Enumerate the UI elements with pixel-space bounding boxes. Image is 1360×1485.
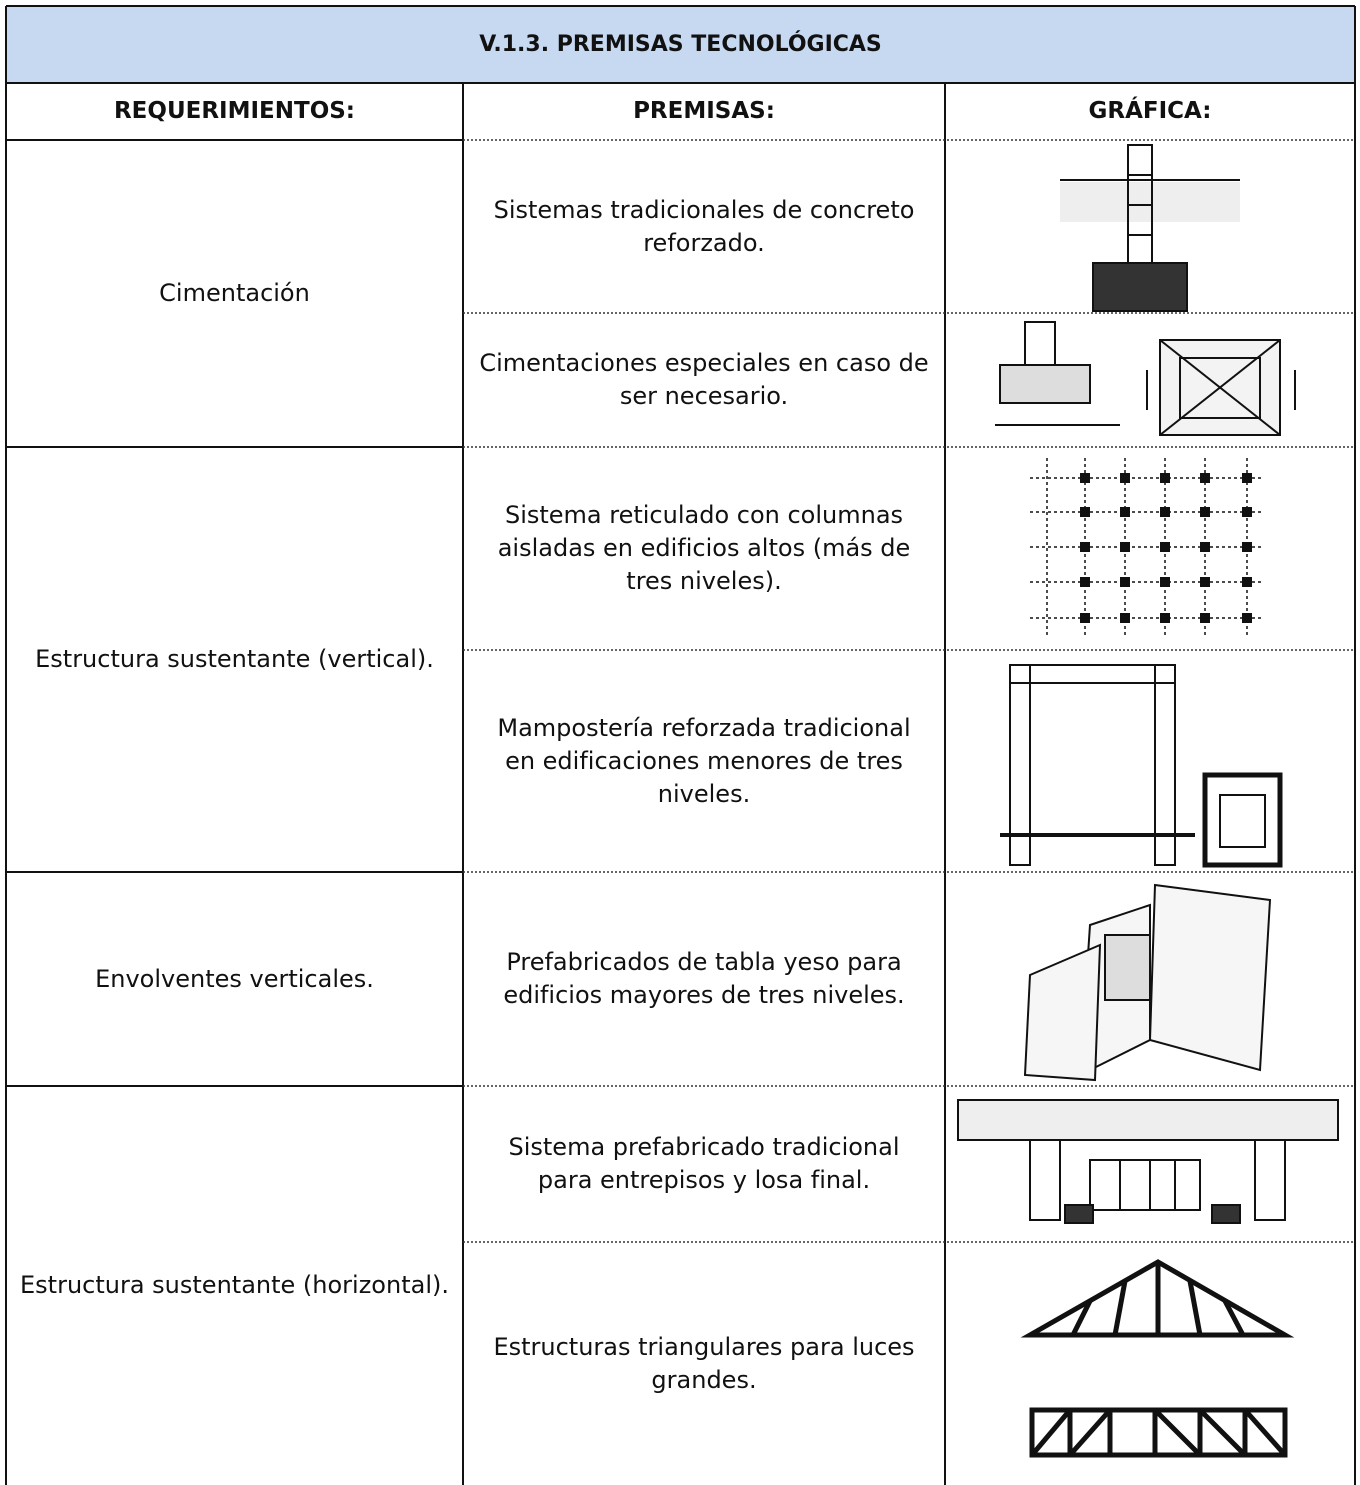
requirement: Estructura sustentante (vertical).: [35, 645, 434, 673]
premise: Prefabricados de tabla yeso para edifici…: [503, 948, 905, 1009]
column-header: REQUERIMIENTOS:: [113, 98, 356, 124]
sketch-grid: [1030, 458, 1262, 635]
sketch-masonry: [1000, 664, 1283, 868]
sketch-foundation: [1060, 144, 1240, 312]
column-header: PREMISAS:: [633, 98, 775, 124]
sketch-panels: [1023, 883, 1272, 1082]
premise: Sistema prefabricado tradicional para en…: [508, 1133, 900, 1194]
borders: [5, 5, 1356, 1485]
premise: Sistema reticulado con columnas aisladas…: [497, 501, 911, 595]
premise: Mampostería reforzada tradicional en edi…: [497, 713, 911, 808]
requirement: Envolventes verticales.: [95, 964, 374, 993]
dotted-separators: [463, 139, 1355, 1243]
premise: Cimentaciones especiales en caso de ser …: [479, 349, 929, 410]
column-header: GRÁFICA:: [1088, 98, 1212, 124]
sketch-special-foundation: [995, 321, 1296, 436]
premise: Sistemas tradicionales de concreto refor…: [493, 195, 915, 257]
requirement: Cimentación: [159, 279, 310, 307]
premise: Estructuras triangulares para luces gran…: [493, 1332, 915, 1394]
sketch-grid-columns: [1080, 473, 1252, 623]
requirement: Estructura sustentante (horizontal).: [20, 1271, 449, 1299]
title-band: [6, 6, 1355, 83]
sketch-trusses: [1020, 1259, 1295, 1458]
sketch-slab: [957, 1099, 1339, 1224]
table-title: V.1.3. PREMISAS TECNOLÓGICAS: [479, 32, 882, 57]
